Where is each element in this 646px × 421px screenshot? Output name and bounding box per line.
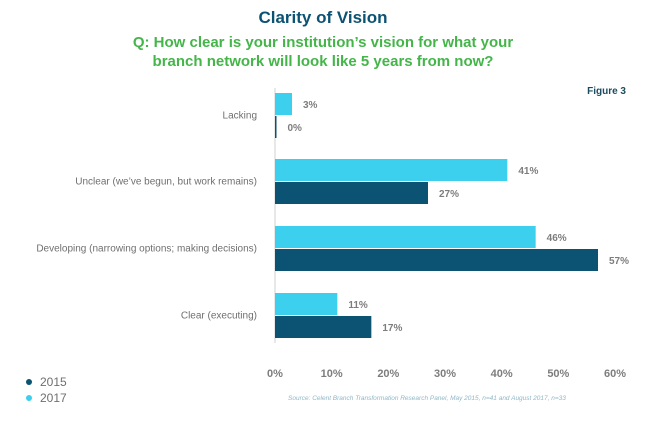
x-tick-label: 60% [604, 368, 626, 380]
bar-2015 [275, 249, 598, 271]
data-label-2017: 41% [518, 166, 538, 177]
data-label-2017: 46% [547, 233, 567, 244]
data-label-2015: 0% [288, 123, 303, 134]
data-label-2015: 57% [609, 256, 629, 267]
data-label-2015: 17% [382, 323, 402, 334]
x-tick-label: 20% [377, 368, 399, 380]
data-label-2017: 3% [303, 100, 318, 111]
x-tick-label: 30% [434, 368, 456, 380]
category-label: Clear (executing) [181, 311, 257, 322]
category-label: Developing (narrowing options; making de… [36, 244, 257, 255]
bar-2015 [275, 182, 428, 204]
data-label-2015: 27% [439, 189, 459, 200]
bar-2015 [275, 316, 372, 338]
legend: 2015 2017 [26, 374, 67, 406]
legend-item-2017: 2017 [26, 390, 67, 406]
chart-subtitle: Q: How clear is your institution’s visio… [132, 34, 514, 70]
figure-label: Figure 3 [587, 86, 626, 97]
bar-2017 [275, 226, 536, 248]
legend-item-2015: 2015 [26, 374, 67, 390]
legend-swatch-2017 [26, 395, 32, 401]
x-tick-label: 50% [547, 368, 569, 380]
chart-title: Clarity of Vision [258, 8, 388, 27]
source-note: Source: Celent Branch Transformation Res… [288, 395, 566, 402]
x-tick-label: 40% [491, 368, 513, 380]
category-label: Unclear (we’ve begun, but work remains) [75, 177, 257, 188]
category-label: Lacking [223, 111, 257, 122]
bar-2017 [275, 159, 508, 181]
x-tick-label: 10% [321, 368, 343, 380]
bar-2017 [275, 93, 292, 115]
legend-swatch-2015 [26, 379, 32, 385]
legend-label-2017: 2017 [40, 391, 67, 405]
bar-2015 [275, 116, 277, 138]
legend-label-2015: 2015 [40, 375, 67, 389]
data-label-2017: 11% [348, 300, 368, 311]
bar-2017 [275, 293, 338, 315]
x-tick-label: 0% [267, 368, 283, 380]
